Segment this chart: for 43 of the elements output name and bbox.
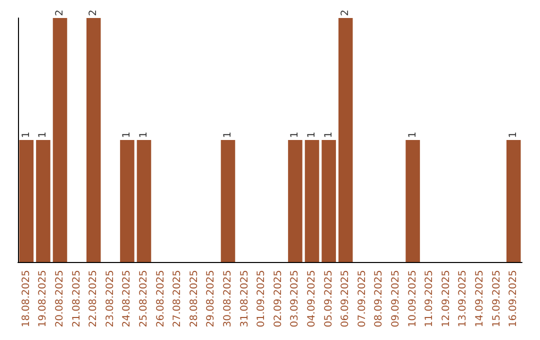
x-tick-label: 26.08.2025 <box>155 270 166 328</box>
data-label: 1 <box>138 132 150 138</box>
x-tick-label: 08.09.2025 <box>374 270 385 328</box>
data-label: 1 <box>38 132 49 138</box>
x-tick-label: 07.09.2025 <box>356 270 368 328</box>
x-tick-label: 06.09.2025 <box>340 270 352 328</box>
x-tick-label: 24.08.2025 <box>122 270 133 328</box>
data-label: 1 <box>290 132 301 138</box>
x-tick-label: 19.08.2025 <box>38 270 49 328</box>
x-tick-label: 11.09.2025 <box>424 270 436 328</box>
x-tick-label: 01.09.2025 <box>256 270 268 328</box>
x-tick-label: 23.08.2025 <box>104 270 116 328</box>
x-tick-label: 29.08.2025 <box>206 270 217 328</box>
data-label: 1 <box>122 132 133 138</box>
data-label: 1 <box>306 132 318 138</box>
x-tick-label: 27.08.2025 <box>172 270 184 328</box>
x-tick-label: 03.09.2025 <box>290 270 301 328</box>
x-tick-label: 21.08.2025 <box>71 270 82 328</box>
x-tick-label: 15.09.2025 <box>491 270 502 328</box>
data-label: 2 <box>54 10 66 16</box>
data-label: 1 <box>222 132 234 138</box>
data-label: 1 <box>323 132 334 138</box>
data-label: 2 <box>340 10 352 16</box>
x-tick-label: 13.09.2025 <box>458 270 469 328</box>
x-tick-label: 16.09.2025 <box>508 270 520 328</box>
x-tick-label: 09.09.2025 <box>390 270 402 328</box>
x-tick-label: 30.08.2025 <box>222 270 234 328</box>
x-tick-label: 10.09.2025 <box>407 270 418 328</box>
x-tick-label: 02.09.2025 <box>272 270 284 328</box>
data-label: 1 <box>508 132 520 138</box>
x-tick-label: 12.09.2025 <box>440 270 452 328</box>
x-tick-label: 31.08.2025 <box>239 270 250 328</box>
data-label: 1 <box>407 132 418 138</box>
x-tick-label: 25.08.2025 <box>138 270 150 328</box>
data-label: 1 <box>20 132 32 138</box>
x-tick-label: 05.09.2025 <box>323 270 334 328</box>
data-label: 2 <box>88 10 100 16</box>
x-tick-label: 20.08.2025 <box>54 270 66 328</box>
x-tick-label: 14.09.2025 <box>474 270 486 328</box>
x-tick-label: 28.08.2025 <box>188 270 200 328</box>
x-tick-label: 22.08.2025 <box>88 270 100 328</box>
x-tick-label: 04.09.2025 <box>306 270 318 328</box>
x-tick-label: 18.08.2025 <box>20 270 32 328</box>
